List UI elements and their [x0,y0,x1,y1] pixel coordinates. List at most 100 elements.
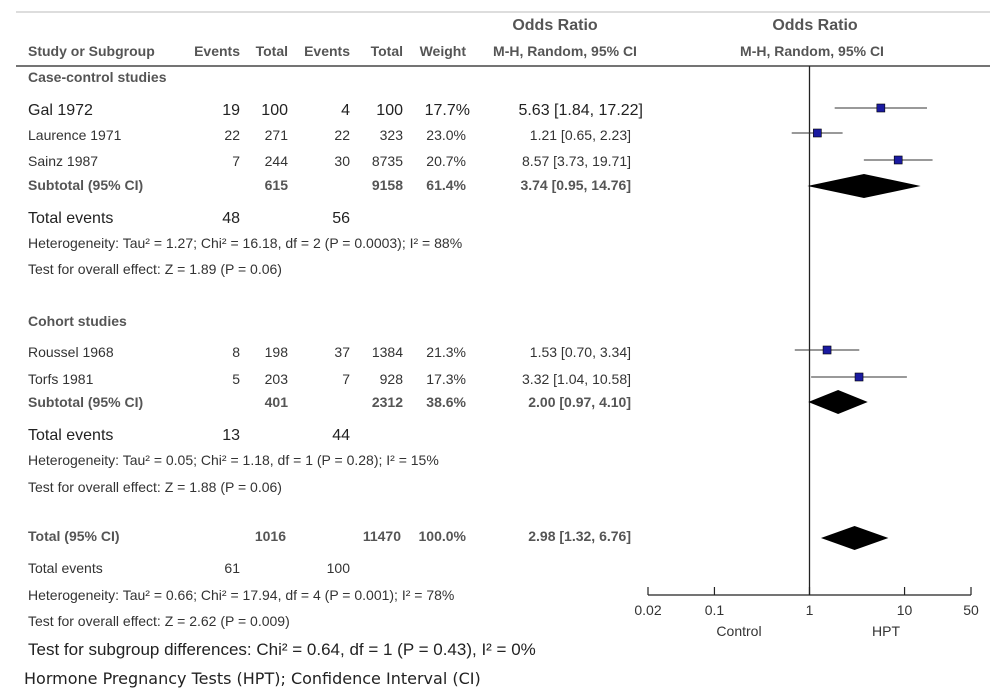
subtotal-weight: 61.4% [426,177,466,193]
overall-effect-text: Test for overall effect: Z = 2.62 (P = 0… [28,613,290,629]
x-tick-label: 10 [897,602,913,618]
subtotal-total-hpt: 401 [265,394,289,410]
subtotal-row: Subtotal (95% CI) 401 2312 38.6% 2.00 [0… [28,394,631,410]
events-control: 4 [341,102,350,119]
total-hpt: 198 [265,344,289,360]
subtotal-weight: 38.6% [426,394,466,410]
pooled-diamond [807,174,921,198]
events-control: 37 [334,344,350,360]
total-control: 928 [380,371,404,387]
col-header-total-control: Total [371,43,403,59]
events-hpt: 7 [232,153,240,169]
study-marker [893,155,903,165]
footnote: Hormone Pregnancy Tests (HPT); Confidenc… [24,669,481,688]
pooled-diamond [808,390,868,414]
study-name: Laurence 1971 [28,127,122,143]
subtotal-total-hpt: 615 [265,177,289,193]
col-header-study: Study or Subgroup [28,43,155,59]
or-title-right: Odds Ratio [772,17,858,34]
events-hpt: 22 [224,127,240,143]
total-events-control: 44 [332,427,350,444]
x-tick-label: 0.1 [705,602,725,618]
weight: 17.3% [426,371,466,387]
subgroup-title: Cohort studies [28,313,127,329]
col-header-total-hpt: Total [256,43,288,59]
overall-effect-text: Test for overall effect: Z = 1.89 (P = 0… [28,261,282,277]
study-row: Sainz 1987 7 244 30 8735 20.7% 8.57 [3.7… [28,153,631,169]
heterogeneity-text: Heterogeneity: Tau² = 1.27; Chi² = 16.18… [28,235,462,251]
total-events-hpt: 13 [222,427,240,444]
or-title-left: Odds Ratio [512,17,598,34]
subgroup-title: Case-control studies [28,69,167,85]
x-tick-label: 0.02 [634,602,661,618]
subtotal-total-control: 2312 [372,394,403,410]
forest-plot: Odds Ratio Odds Ratio Study or Subgroup … [16,11,990,659]
heterogeneity-text: Heterogeneity: Tau² = 0.05; Chi² = 1.18,… [28,452,439,468]
weight: 17.7% [425,102,470,119]
overall-effect-text: Test for overall effect: Z = 1.88 (P = 0… [28,479,282,495]
total-events-label: Total events [28,427,113,444]
ci-text: 1.21 [0.65, 2.23] [530,127,631,143]
total-events-row: Total events 61 100 [28,560,350,576]
x-tick-label: 50 [963,602,979,618]
ci-text: 8.57 [3.73, 19.71] [522,153,631,169]
col-header-ci-left: M-H, Random, 95% CI [493,43,637,59]
study-name: Sainz 1987 [28,153,98,169]
axis-right-label: HPT [872,623,900,639]
study-row: Roussel 1968 8 198 37 1384 21.3% 1.53 [0… [28,344,631,360]
weight: 21.3% [426,344,466,360]
x-tick-label: 1 [806,602,814,618]
events-hpt: 5 [232,371,240,387]
ci-text: 1.53 [0.70, 3.34] [530,344,631,360]
axis-left-label: Control [716,623,761,639]
total-hpt: 100 [261,102,288,119]
weight: 23.0% [426,127,466,143]
subtotal-ci-text: 3.74 [0.95, 14.76] [520,177,631,193]
events-control: 22 [334,127,350,143]
total-events-label: Total events [28,210,113,227]
ci-text: 5.63 [1.84, 17.22] [518,102,643,119]
subgroup-differences-text: Test for subgroup differences: Chi² = 0.… [28,640,536,659]
subtotal-total-control: 9158 [372,177,403,193]
total-events-control: 56 [332,210,350,227]
col-header-ci-right: M-H, Random, 95% CI [740,43,884,59]
heterogeneity-text: Heterogeneity: Tau² = 0.66; Chi² = 17.94… [28,587,454,603]
weight: 20.7% [426,153,466,169]
total-total-hpt: 1016 [255,528,286,544]
total-events-hpt: 61 [224,560,240,576]
total-row: Total (95% CI) 1016 11470 100.0% 2.98 [1… [28,528,631,544]
total-weight: 100.0% [419,528,467,544]
study-marker [876,103,886,113]
study-marker [813,128,822,138]
total-events-hpt: 48 [222,210,240,227]
subtotal-label: Subtotal (95% CI) [28,394,143,410]
total-control: 100 [376,102,403,119]
subtotal-row: Subtotal (95% CI) 615 9158 61.4% 3.74 [0… [28,177,631,193]
total-events-control: 100 [327,560,351,576]
subtotal-label: Subtotal (95% CI) [28,177,143,193]
study-row: Laurence 1971 22 271 22 323 23.0% 1.21 [… [28,127,631,143]
col-header-events-control: Events [304,43,350,59]
total-hpt: 203 [265,371,289,387]
events-control: 7 [342,371,350,387]
col-header-weight: Weight [420,43,467,59]
total-control: 8735 [372,153,403,169]
total-ci-text: 2.98 [1.32, 6.76] [528,528,631,544]
total-label: Total (95% CI) [28,528,120,544]
total-hpt: 271 [265,127,289,143]
total-events-label: Total events [28,560,103,576]
study-name: Torfs 1981 [28,371,94,387]
total-total-control: 11470 [363,528,401,544]
total-control: 323 [380,127,404,143]
study-row: Torfs 1981 5 203 7 928 17.3% 3.32 [1.04,… [28,371,631,387]
total-control: 1384 [372,344,403,360]
ci-text: 3.32 [1.04, 10.58] [522,371,631,387]
col-header-events-hpt: Events [194,43,240,59]
events-hpt: 8 [232,344,240,360]
events-control: 30 [334,153,350,169]
events-hpt: 19 [222,102,240,119]
total-events-row: Total events 13 44 [28,427,350,444]
forest-plot-area: 0.02 0.1 1 10 50 [634,66,979,618]
study-marker [854,372,864,382]
total-events-row: Total events 48 56 [28,210,350,227]
